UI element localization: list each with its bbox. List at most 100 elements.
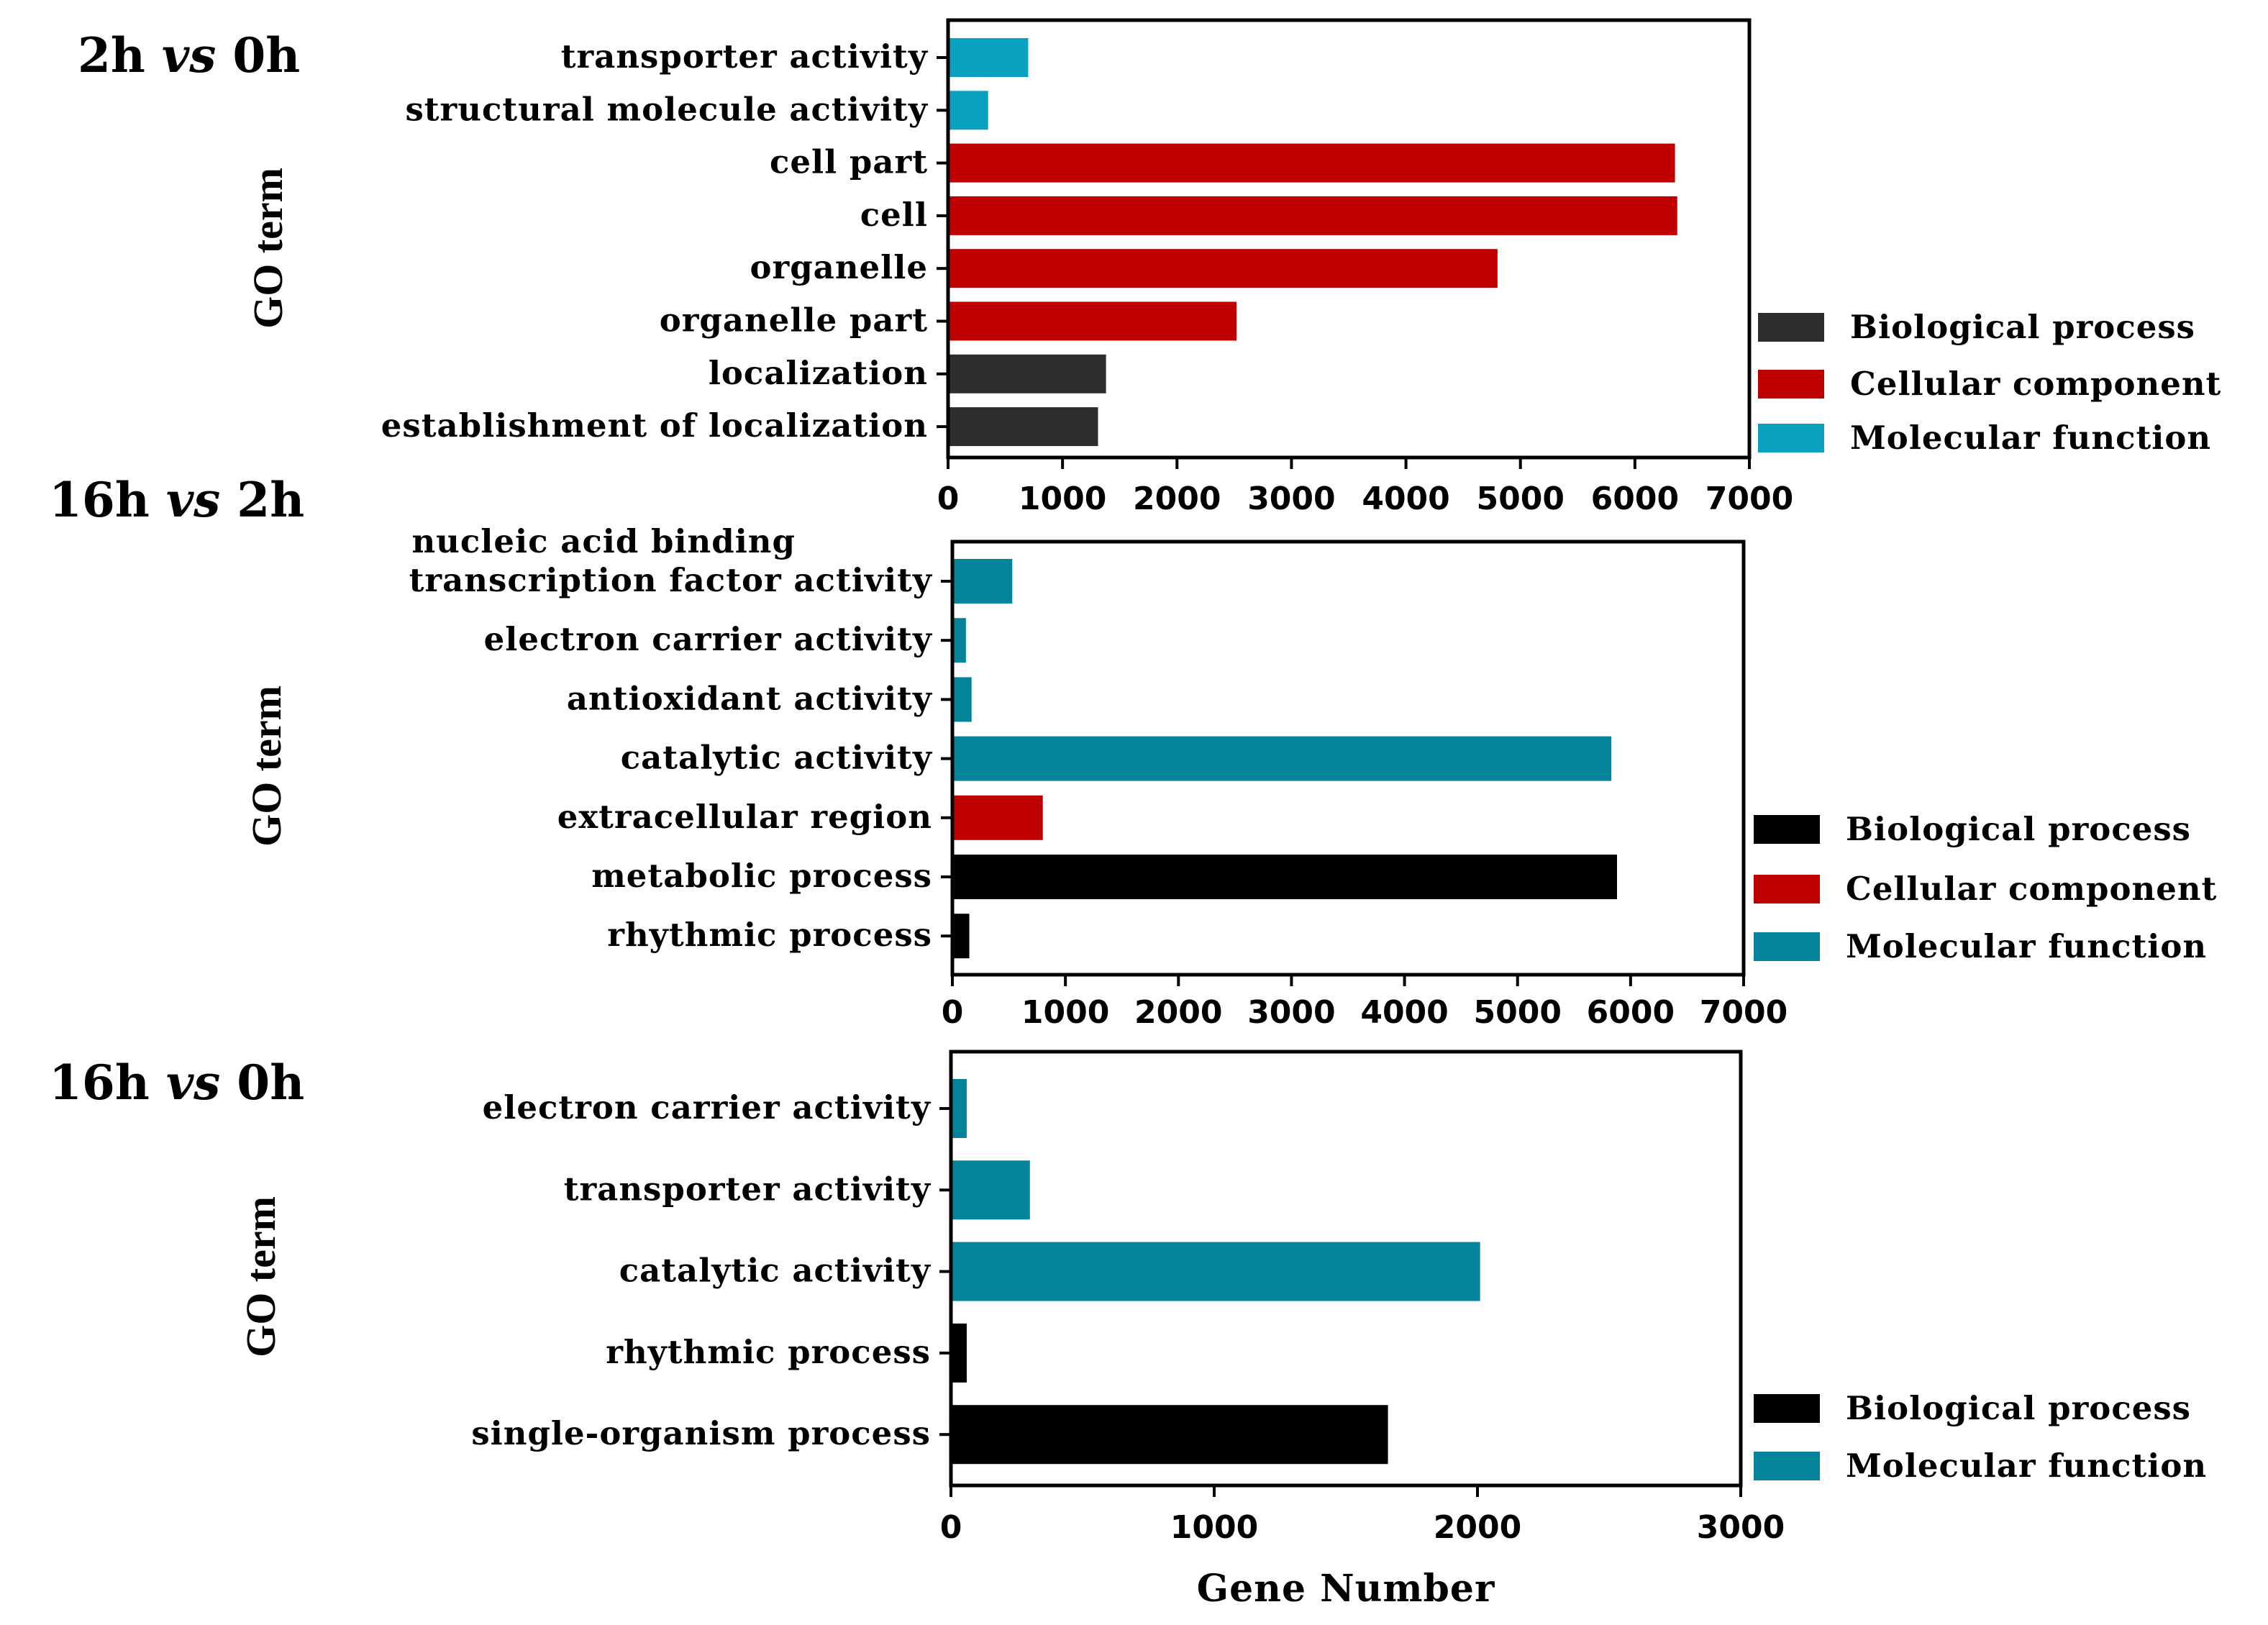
bar-electron-carrier-activity	[951, 1079, 967, 1138]
legend-label-molecular-function: Molecular function	[1846, 1447, 2207, 1485]
panel-title-part: 0h	[216, 27, 300, 83]
category-label: cell	[860, 196, 928, 234]
category-label: organelle	[750, 248, 928, 286]
y-axis-label: GO term	[243, 686, 290, 847]
legend-swatch-molecular-function	[1754, 1452, 1820, 1480]
panel-title-part: vs	[166, 472, 221, 528]
category-label: extracellular region	[557, 798, 932, 836]
legend-label-molecular-function: Molecular function	[1846, 927, 2207, 965]
bar-rhythmic-process	[951, 1323, 967, 1383]
x-tick-label: 0	[937, 481, 960, 517]
panel-title: 2h vs 0h	[78, 27, 300, 83]
x-tick-label: 1000	[1021, 994, 1109, 1031]
category-label: metabolic process	[591, 857, 932, 895]
bar-single-organism-process	[951, 1405, 1388, 1465]
panel-title: 16h vs 0h	[49, 1055, 304, 1111]
category-label: catalytic activity	[621, 739, 933, 777]
category-label: nucleic acid binding transcription factor…	[409, 522, 933, 599]
legend-swatch-cellular-component	[1758, 370, 1824, 399]
x-tick-label: 1000	[1170, 1509, 1258, 1546]
panel-title-part: 2h	[78, 27, 162, 83]
plot-frame	[946, 18, 1752, 460]
category-label: transporter activity	[564, 1170, 932, 1208]
category-label: antioxidant activity	[567, 679, 933, 717]
x-tick-label: 5000	[1473, 994, 1561, 1031]
legend-label-biological-process: Biological process	[1850, 308, 2195, 346]
category-label: single-organism process	[471, 1414, 931, 1452]
bar-catalytic-activity	[952, 736, 1612, 781]
legend-label-molecular-function: Molecular function	[1850, 419, 2211, 457]
bar-structural-molecule-activity	[948, 91, 988, 130]
bar-establishment-of-localization	[948, 407, 1098, 447]
panel-title-part: 0h	[220, 1055, 304, 1111]
panel-title-part: 16h	[49, 472, 166, 528]
chart-panel-2: 16h vs 2h GO term nucleic acid binding tran…	[49, 472, 2217, 1031]
x-tick-label: 4000	[1360, 994, 1448, 1031]
category-label: structural molecule activity	[405, 90, 928, 128]
legend-swatch-molecular-function	[1758, 424, 1824, 452]
x-tick-label: 0	[942, 994, 964, 1031]
panel-title: 16h vs 2h	[49, 472, 304, 528]
x-tick-label: 2000	[1434, 1509, 1521, 1546]
plot-frame	[950, 540, 1746, 977]
panel-title-part: vs	[166, 1055, 221, 1111]
bar-electron-carrier-activity	[952, 618, 966, 663]
category-label-line: transcription factor activity	[409, 561, 933, 599]
x-tick-label: 5000	[1476, 481, 1564, 517]
chart-panel-3: 16h vs 0h GO term electron carrier activit…	[49, 1050, 2207, 1611]
x-axis-label: Gene Number	[1197, 1567, 1495, 1611]
legend-label-cellular-component: Cellular component	[1846, 870, 2217, 908]
legend-label-biological-process: Biological process	[1846, 1389, 2191, 1427]
panel-title-part: vs	[162, 27, 217, 83]
legend-swatch-biological-process	[1758, 313, 1824, 342]
legend-label-biological-process: Biological process	[1846, 810, 2191, 848]
bar-localization	[948, 354, 1106, 393]
legend-swatch-cellular-component	[1754, 875, 1820, 903]
x-tick-label: 7000	[1700, 994, 1787, 1031]
bar-organelle-part	[948, 301, 1237, 341]
category-label: cell part	[770, 143, 928, 181]
category-label: electron carrier activity	[484, 620, 933, 658]
x-tick-label: 3000	[1247, 481, 1335, 517]
bar-cell-part	[948, 143, 1675, 183]
x-tick-label: 4000	[1362, 481, 1449, 517]
category-label: catalytic activity	[619, 1252, 932, 1290]
category-label: rhythmic process	[607, 916, 932, 954]
bar-nucleic-acid-binding-transcription-factor-activity	[952, 559, 1013, 604]
x-tick-label: 0	[940, 1509, 962, 1546]
bar-rhythmic-process	[952, 914, 970, 959]
category-label: transporter activity	[561, 37, 929, 76]
bar-cell	[948, 196, 1677, 235]
chart-panel-1: 2h vs 0h GO term transporter activity struc…	[78, 18, 2221, 517]
legend-label-cellular-component: Cellular component	[1850, 365, 2221, 403]
x-tick-label: 6000	[1587, 994, 1675, 1031]
y-axis-label: GO term	[237, 1196, 284, 1357]
x-tick-label: 3000	[1697, 1509, 1785, 1546]
bar-catalytic-activity	[951, 1242, 1480, 1301]
category-label: rhythmic process	[606, 1333, 931, 1371]
panel-title-part: 16h	[49, 1055, 166, 1111]
category-label-line: nucleic acid binding	[411, 522, 796, 560]
category-label: establishment of localization	[381, 406, 928, 445]
x-tick-label: 3000	[1247, 994, 1335, 1031]
bar-antioxidant-activity	[952, 677, 972, 722]
bar-metabolic-process	[952, 855, 1617, 899]
bar-organelle	[948, 249, 1498, 288]
legend-swatch-biological-process	[1754, 815, 1820, 844]
plot-frame	[949, 1050, 1743, 1488]
x-tick-label: 7000	[1705, 481, 1793, 517]
category-label: localization	[709, 354, 928, 392]
x-tick-label: 1000	[1019, 481, 1106, 517]
legend-swatch-biological-process	[1754, 1394, 1820, 1423]
x-tick-label: 2000	[1134, 994, 1222, 1031]
bar-transporter-activity	[951, 1160, 1030, 1220]
panel-title-part: 2h	[220, 472, 304, 528]
category-label: electron carrier activity	[483, 1088, 932, 1126]
x-tick-label: 6000	[1591, 481, 1679, 517]
y-axis-label: GO term	[245, 168, 291, 329]
bar-extracellular-region	[952, 795, 1043, 840]
x-tick-label: 2000	[1133, 481, 1221, 517]
bar-transporter-activity	[948, 38, 1029, 77]
category-label: organelle part	[660, 301, 928, 340]
